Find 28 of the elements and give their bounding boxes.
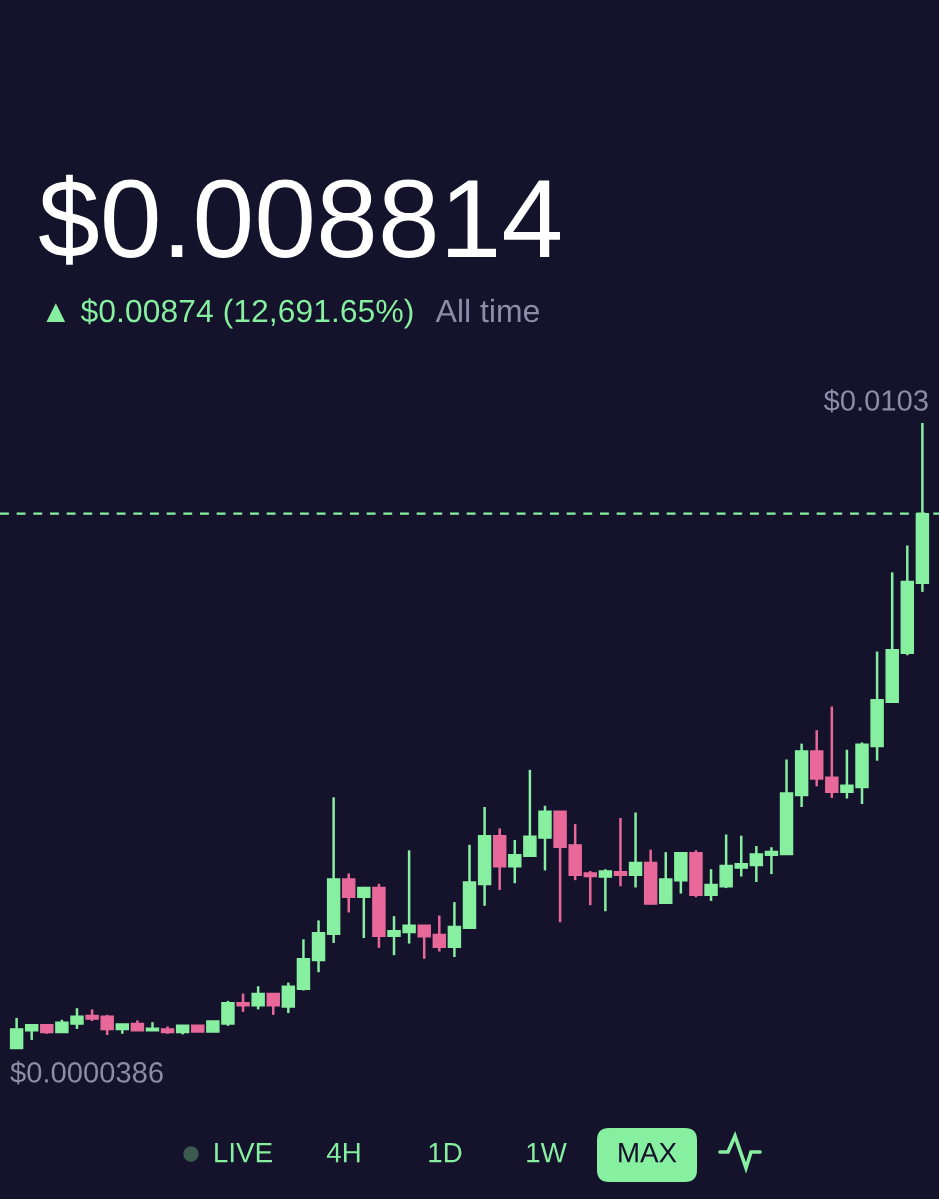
candlestick <box>251 984 265 1011</box>
candlestick <box>447 900 462 959</box>
text: LIVE <box>215 1143 272 1163</box>
text: All time <box>435 298 539 323</box>
candlestick <box>281 981 296 1015</box>
candlestick <box>764 846 779 876</box>
candlestick <box>749 844 764 884</box>
candlestick <box>9 1016 24 1050</box>
candlestick <box>266 992 280 1017</box>
chart-title: $0.008814 <box>39 174 560 265</box>
text: 1D <box>429 1143 462 1163</box>
candlestick <box>583 869 598 907</box>
chart-subtitle: ▲ $0.00874 (12,691.65%) <box>46 298 413 329</box>
candlestick <box>613 816 628 888</box>
candlestick <box>417 924 431 961</box>
text: 1W <box>527 1143 567 1163</box>
text: $0.0103 <box>823 388 928 413</box>
text: MAX <box>619 1143 677 1163</box>
candlestick <box>341 872 356 914</box>
candlestick <box>432 914 447 953</box>
text: $0.0000386 <box>10 1060 163 1085</box>
candlestick <box>734 834 748 878</box>
text: 4H <box>326 1143 360 1163</box>
candlestick <box>825 705 839 800</box>
candlestick <box>236 992 250 1014</box>
candlestick <box>357 885 371 940</box>
candlestick <box>598 867 613 913</box>
candlestick <box>628 811 643 889</box>
